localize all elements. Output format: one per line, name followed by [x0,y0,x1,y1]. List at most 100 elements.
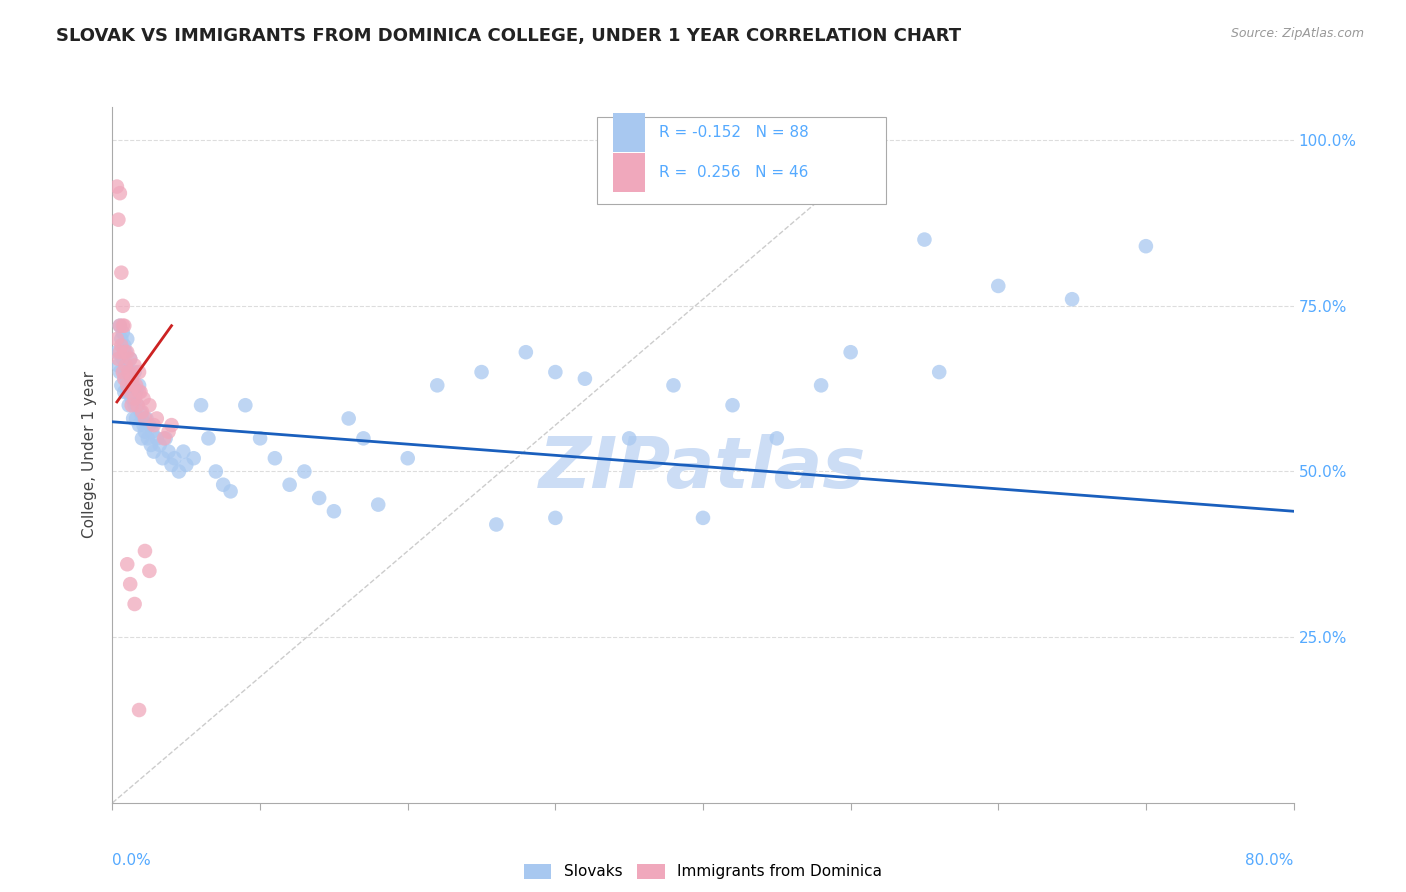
Point [124,365,146,379]
Point [138,398,160,412]
Point [118,398,141,412]
Point [352,431,374,445]
Point [128,365,150,379]
Point [124,359,146,373]
Point [928,365,950,379]
Point [183,451,205,466]
Point [136,431,159,445]
Point [810,378,832,392]
Point [190,398,212,412]
Point [766,431,789,445]
Point [128,703,150,717]
Point [839,345,862,359]
Point [131,411,153,425]
Point [108,318,131,333]
Point [574,372,596,386]
Point [128,378,150,392]
Point [122,384,145,399]
Point [134,544,156,558]
Point [107,351,129,366]
Legend: Slovaks, Immigrants from Dominica: Slovaks, Immigrants from Dominica [517,857,889,886]
Point [122,411,145,425]
Point [120,378,142,392]
Point [105,332,128,346]
Point [105,179,128,194]
Point [124,597,146,611]
Point [117,332,138,346]
Point [278,477,301,491]
Point [110,338,132,352]
Point [120,351,142,366]
Point [323,504,346,518]
Point [157,444,180,458]
Point [163,451,186,466]
Point [111,365,134,379]
Point [121,372,143,386]
Point [108,365,131,379]
Point [124,392,146,406]
Point [139,438,162,452]
Point [112,345,135,359]
Point [118,365,141,379]
Point [233,398,256,412]
Point [914,233,936,247]
Point [112,372,135,386]
Point [219,484,242,499]
Point [132,392,155,406]
Text: R =  0.256   N = 46: R = 0.256 N = 46 [659,165,808,180]
Point [149,438,172,452]
Point [205,465,228,479]
Text: 0.0%: 0.0% [112,854,152,868]
Point [157,425,180,439]
Point [111,326,134,340]
Point [108,345,131,359]
Point [120,577,142,591]
Point [619,431,641,445]
Point [117,359,138,373]
Point [120,351,142,366]
FancyBboxPatch shape [613,112,645,153]
Point [129,405,152,419]
Text: SLOVAK VS IMMIGRANTS FROM DOMINICA COLLEGE, UNDER 1 YEAR CORRELATION CHART: SLOVAK VS IMMIGRANTS FROM DOMINICA COLLE… [56,27,962,45]
Point [105,345,128,359]
Point [134,425,156,439]
Point [146,431,169,445]
Point [152,451,174,466]
Point [396,451,419,466]
Point [118,365,141,379]
Point [114,372,136,386]
Point [128,418,150,433]
Point [120,384,142,399]
Point [1062,292,1084,306]
Point [160,458,183,472]
Point [117,345,138,359]
Point [485,517,508,532]
Point [1135,239,1157,253]
Point [114,345,136,359]
Y-axis label: College, Under 1 year: College, Under 1 year [82,371,97,539]
Point [155,431,177,445]
Point [337,411,360,425]
Point [987,279,1010,293]
Point [110,378,132,392]
Point [125,411,148,425]
Point [544,365,567,379]
Point [264,451,287,466]
Point [197,431,219,445]
Point [426,378,449,392]
Point [515,345,537,359]
Point [367,498,389,512]
Point [121,392,143,406]
Point [167,465,190,479]
Point [662,378,685,392]
Point [128,384,150,399]
Point [117,384,138,399]
Point [142,444,165,458]
Point [135,411,157,425]
Point [111,351,134,366]
Point [117,378,138,392]
Point [172,444,194,458]
Point [122,378,145,392]
Point [112,318,135,333]
Point [110,332,132,346]
